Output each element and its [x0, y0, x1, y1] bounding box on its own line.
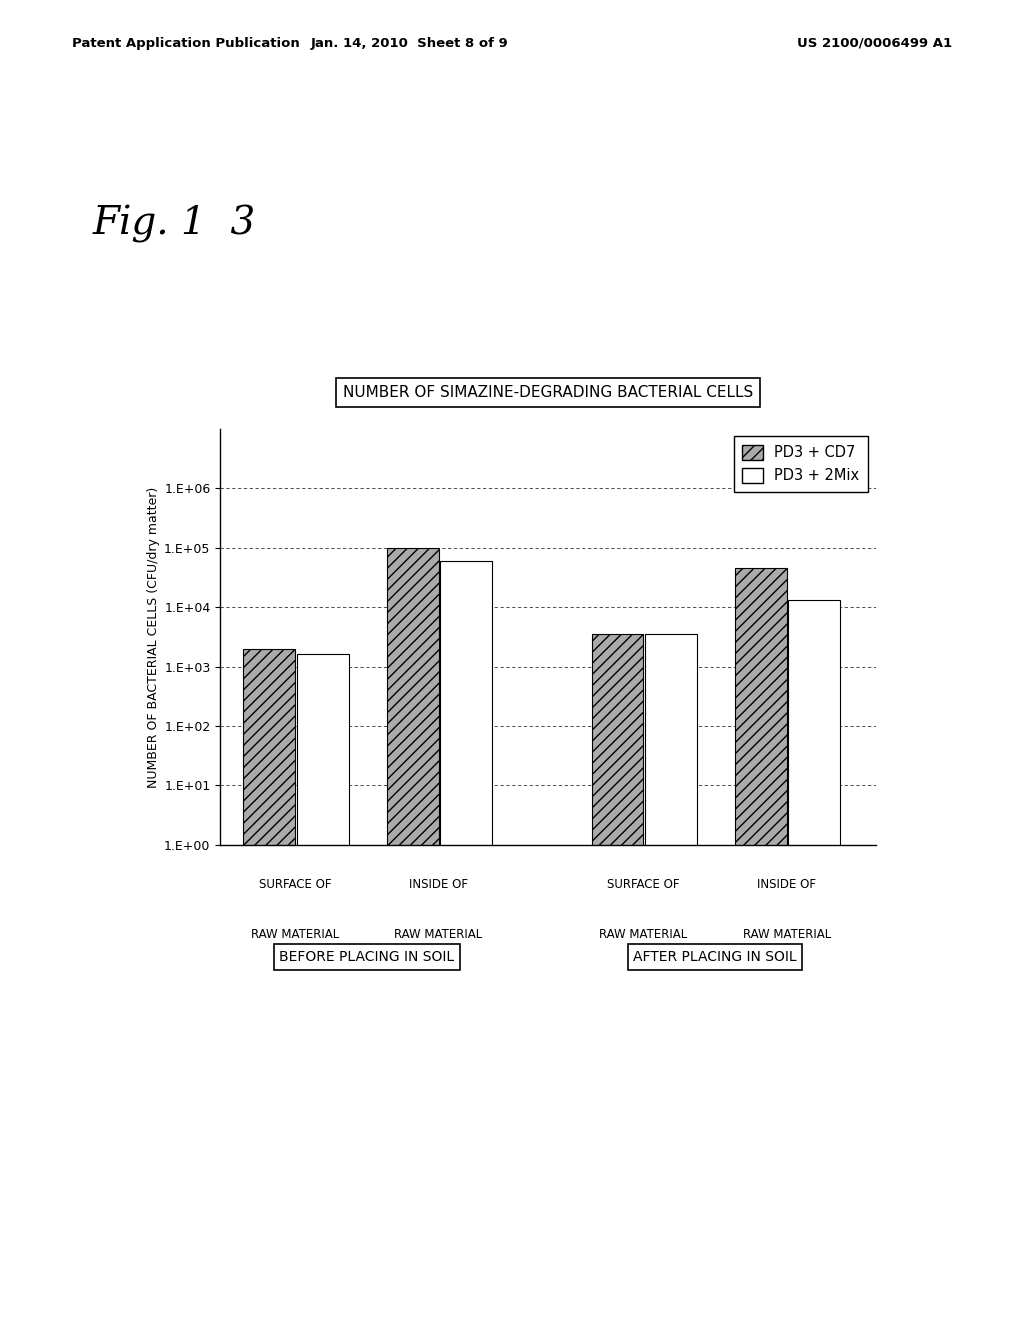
Text: RAW MATERIAL: RAW MATERIAL — [251, 928, 339, 941]
Text: Patent Application Publication: Patent Application Publication — [72, 37, 299, 50]
Bar — [387, 548, 438, 1320]
Text: NUMBER OF SIMAZINE-DEGRADING BACTERIAL CELLS: NUMBER OF SIMAZINE-DEGRADING BACTERIAL C… — [343, 385, 753, 400]
Text: US 2100/0006499 A1: US 2100/0006499 A1 — [798, 37, 952, 50]
Bar — [788, 601, 840, 1320]
Text: RAW MATERIAL: RAW MATERIAL — [742, 928, 830, 941]
Bar — [735, 569, 786, 1320]
Text: Fig. 1  3: Fig. 1 3 — [92, 205, 255, 243]
Text: INSIDE OF: INSIDE OF — [758, 878, 816, 891]
Text: SURFACE OF: SURFACE OF — [259, 878, 332, 891]
Bar — [244, 648, 295, 1320]
Y-axis label: NUMBER OF BACTERIAL CELLS (CFU/dry matter): NUMBER OF BACTERIAL CELLS (CFU/dry matte… — [146, 486, 160, 788]
Text: RAW MATERIAL: RAW MATERIAL — [599, 928, 687, 941]
Legend: PD3 + CD7, PD3 + 2Mix: PD3 + CD7, PD3 + 2Mix — [733, 437, 868, 492]
Text: BEFORE PLACING IN SOIL: BEFORE PLACING IN SOIL — [280, 950, 455, 964]
Text: SURFACE OF: SURFACE OF — [607, 878, 680, 891]
Bar — [645, 635, 696, 1320]
Bar — [592, 635, 643, 1320]
Bar — [440, 561, 492, 1320]
Text: INSIDE OF: INSIDE OF — [410, 878, 468, 891]
Bar — [297, 655, 348, 1320]
Text: RAW MATERIAL: RAW MATERIAL — [394, 928, 482, 941]
Text: Jan. 14, 2010  Sheet 8 of 9: Jan. 14, 2010 Sheet 8 of 9 — [310, 37, 509, 50]
Text: AFTER PLACING IN SOIL: AFTER PLACING IN SOIL — [633, 950, 797, 964]
